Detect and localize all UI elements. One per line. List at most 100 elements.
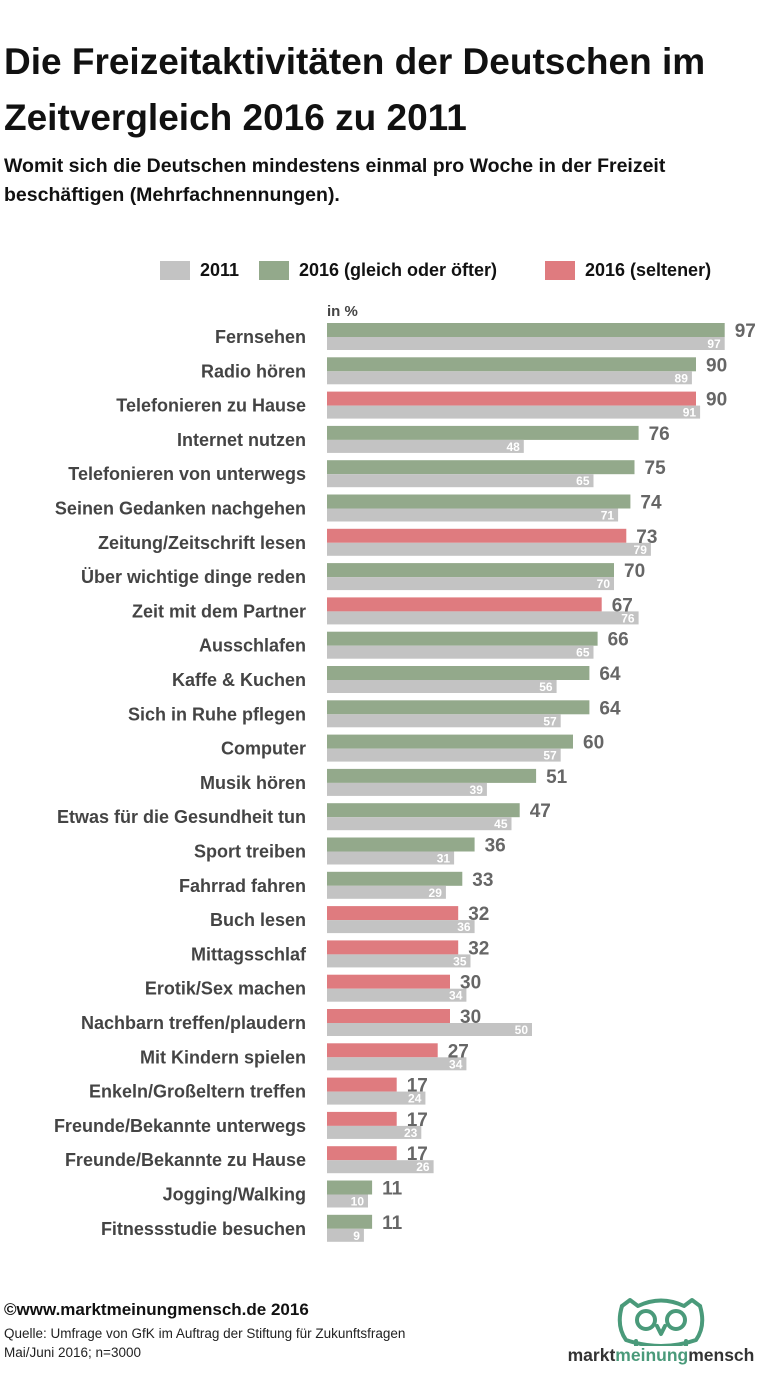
data-label-2016: 47 — [530, 801, 551, 822]
legend-item-2011: 2011 — [160, 260, 239, 281]
bar-2011 — [327, 920, 475, 934]
data-label-2011: 50 — [515, 1023, 529, 1037]
bar-2011 — [327, 680, 557, 693]
data-label-2011: 97 — [707, 337, 721, 351]
bar-2016 — [327, 906, 459, 921]
category-label: Seinen Gedanken nachgehen — [55, 499, 306, 519]
data-label-2011: 71 — [601, 509, 615, 523]
data-label-2011: 9 — [353, 1229, 360, 1243]
brand-logo: marktmeinungmensch — [556, 1296, 766, 1371]
data-label-2011: 31 — [437, 852, 451, 866]
bar-2011 — [327, 611, 639, 625]
bar-2016 — [327, 357, 696, 372]
bar-2016 — [327, 871, 463, 886]
source-line-1: Quelle: Umfrage von GfK im Auftrag der S… — [4, 1326, 406, 1341]
bar-2011 — [327, 1160, 434, 1174]
owl-icon — [617, 1298, 705, 1348]
category-label: Kaffe & Kuchen — [172, 670, 306, 690]
source-line-2: Mai/Juni 2016; n=3000 — [4, 1345, 141, 1360]
category-label: Mittagsschlaf — [191, 944, 307, 964]
data-label-2011: 34 — [449, 989, 463, 1003]
data-label-2016: 32 — [468, 904, 489, 925]
data-label-2016: 66 — [608, 630, 629, 651]
page-title: Die Freizeitaktivitäten der Deutschen im… — [4, 41, 706, 138]
legend-label-2016-up: 2016 (gleich oder öfter) — [299, 260, 498, 280]
data-label-2016: 67 — [612, 595, 633, 616]
legend-item-2016-up: 2016 (gleich oder öfter) — [259, 260, 497, 281]
data-label-2011: 65 — [576, 474, 590, 488]
data-label-2016: 17 — [407, 1076, 428, 1097]
bar-2011 — [327, 714, 561, 728]
category-label: Zeitung/Zeitschrift lesen — [98, 533, 306, 553]
chart-legend: 2011 2016 (gleich oder öfter) 2016 (selt… — [0, 260, 769, 290]
bar-2011 — [327, 1228, 364, 1242]
bar-2016 — [327, 974, 450, 989]
bar-2011 — [327, 405, 701, 419]
data-label-2016: 90 — [706, 355, 727, 376]
category-label: Sport treiben — [194, 842, 306, 862]
bar-2016 — [327, 597, 602, 612]
category-label: Mit Kindern spielen — [140, 1047, 306, 1067]
data-label-2016: 11 — [382, 1179, 403, 1200]
bar-2016 — [327, 494, 631, 509]
bar-2011 — [327, 371, 692, 385]
category-label: Sich in Ruhe pflegen — [128, 704, 306, 724]
bar-2016 — [327, 1043, 438, 1058]
bar-2016 — [327, 1146, 397, 1161]
data-label-2016: 75 — [645, 458, 667, 479]
logo-wordmark: marktmeinungmensch — [567, 1345, 755, 1365]
bar-2016 — [327, 631, 598, 646]
data-label-2011: 70 — [597, 577, 611, 591]
bar-2011 — [327, 817, 512, 831]
data-label-2011: 45 — [494, 817, 508, 831]
bar-2016 — [327, 1009, 450, 1023]
category-label: Telefonieren zu Hause — [116, 396, 306, 416]
category-label: Ausschlafen — [199, 636, 306, 656]
bar-2016 — [327, 563, 614, 578]
legend-swatch-2011 — [160, 261, 190, 280]
bar-2016 — [327, 700, 590, 715]
data-label-2016: 32 — [468, 938, 489, 959]
category-label: Nachbarn treffen/plaudern — [81, 1013, 306, 1033]
data-label-2011: 34 — [449, 1057, 463, 1071]
data-label-2016: 76 — [649, 424, 670, 445]
bar-2011 — [327, 748, 561, 762]
category-label: Enkeln/Großeltern treffen — [89, 1082, 306, 1102]
data-label-2011: 48 — [506, 440, 520, 454]
legend-label-2011: 2011 — [200, 260, 240, 280]
category-label: Fahrrad fahren — [179, 876, 306, 896]
bar-2016 — [327, 460, 635, 475]
bar-2016 — [327, 734, 573, 749]
bar-2011 — [327, 337, 725, 350]
bar-2016 — [327, 1077, 397, 1092]
bar-2016 — [327, 528, 627, 543]
category-label: Jogging/Walking — [163, 1185, 306, 1205]
data-label-2016: 90 — [706, 390, 727, 411]
legend-swatch-2016-up — [259, 261, 289, 280]
category-label: Etwas für die Gesundheit tun — [57, 807, 306, 827]
data-label-2011: 91 — [683, 406, 697, 420]
bar-2016 — [327, 1111, 397, 1126]
data-label-2016: 73 — [636, 527, 657, 548]
data-label-2011: 65 — [576, 646, 590, 660]
data-label-2016: 60 — [583, 733, 604, 754]
data-label-2016: 27 — [448, 1041, 469, 1062]
bar-2011 — [327, 1194, 368, 1208]
bar-2011 — [327, 439, 524, 453]
data-label-2011: 29 — [429, 886, 443, 900]
data-label-2016: 36 — [485, 836, 506, 857]
data-label-2011: 79 — [634, 543, 648, 557]
bar-2011 — [327, 954, 471, 968]
category-label: Musik hören — [200, 773, 306, 793]
data-label-2016: 33 — [472, 870, 493, 891]
bar-2016 — [327, 803, 520, 818]
category-label: Telefonieren von unterwegs — [68, 464, 306, 484]
data-label-2011: 24 — [408, 1092, 422, 1106]
bar-2016 — [327, 1180, 373, 1195]
category-label: Über wichtige dinge reden — [81, 567, 306, 587]
category-label: Buch lesen — [210, 910, 306, 930]
category-label: Erotik/Sex machen — [145, 979, 306, 999]
bar-2011 — [327, 474, 594, 488]
category-label: Computer — [221, 739, 306, 759]
